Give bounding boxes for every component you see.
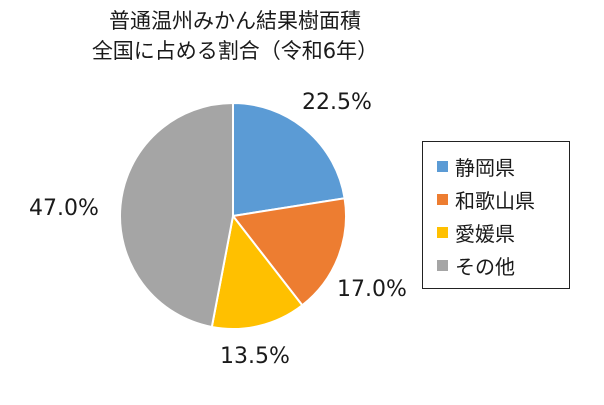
legend-label-4: その他 [455, 255, 515, 279]
legend: 静岡県和歌山県愛媛県その他 [422, 141, 570, 289]
data-label-4: 47.0% [29, 196, 99, 221]
legend-swatch-3 [437, 227, 448, 238]
legend-label-2: 和歌山県 [455, 189, 535, 213]
pie-slice-3 [210, 213, 304, 330]
legend-swatch-2 [437, 194, 448, 205]
chart-title-line-2: 全国に占める割合（令和6年） [91, 39, 379, 63]
legend-label-1: 静岡県 [455, 156, 515, 180]
legend-item-2: 和歌山県 [437, 183, 569, 216]
chart-title-line-1: 普通温州みかん結果樹面積 [109, 9, 361, 33]
pie-slice-2 [231, 197, 347, 307]
legend-item-1: 静岡県 [437, 150, 569, 183]
chart-title: 普通温州みかん結果樹面積 全国に占める割合（令和6年） [0, 6, 470, 66]
legend-item-4: その他 [437, 249, 569, 282]
pie-slice-1 [232, 101, 346, 218]
data-label-2: 17.0% [337, 277, 407, 302]
legend-item-3: 愛媛県 [437, 216, 569, 249]
data-label-3: 13.5% [220, 344, 290, 369]
data-label-1: 22.5% [302, 90, 372, 115]
legend-label-3: 愛媛県 [455, 222, 515, 246]
legend-swatch-1 [437, 161, 448, 172]
legend-swatch-4 [437, 260, 448, 271]
pie-slice-4 [119, 101, 234, 329]
